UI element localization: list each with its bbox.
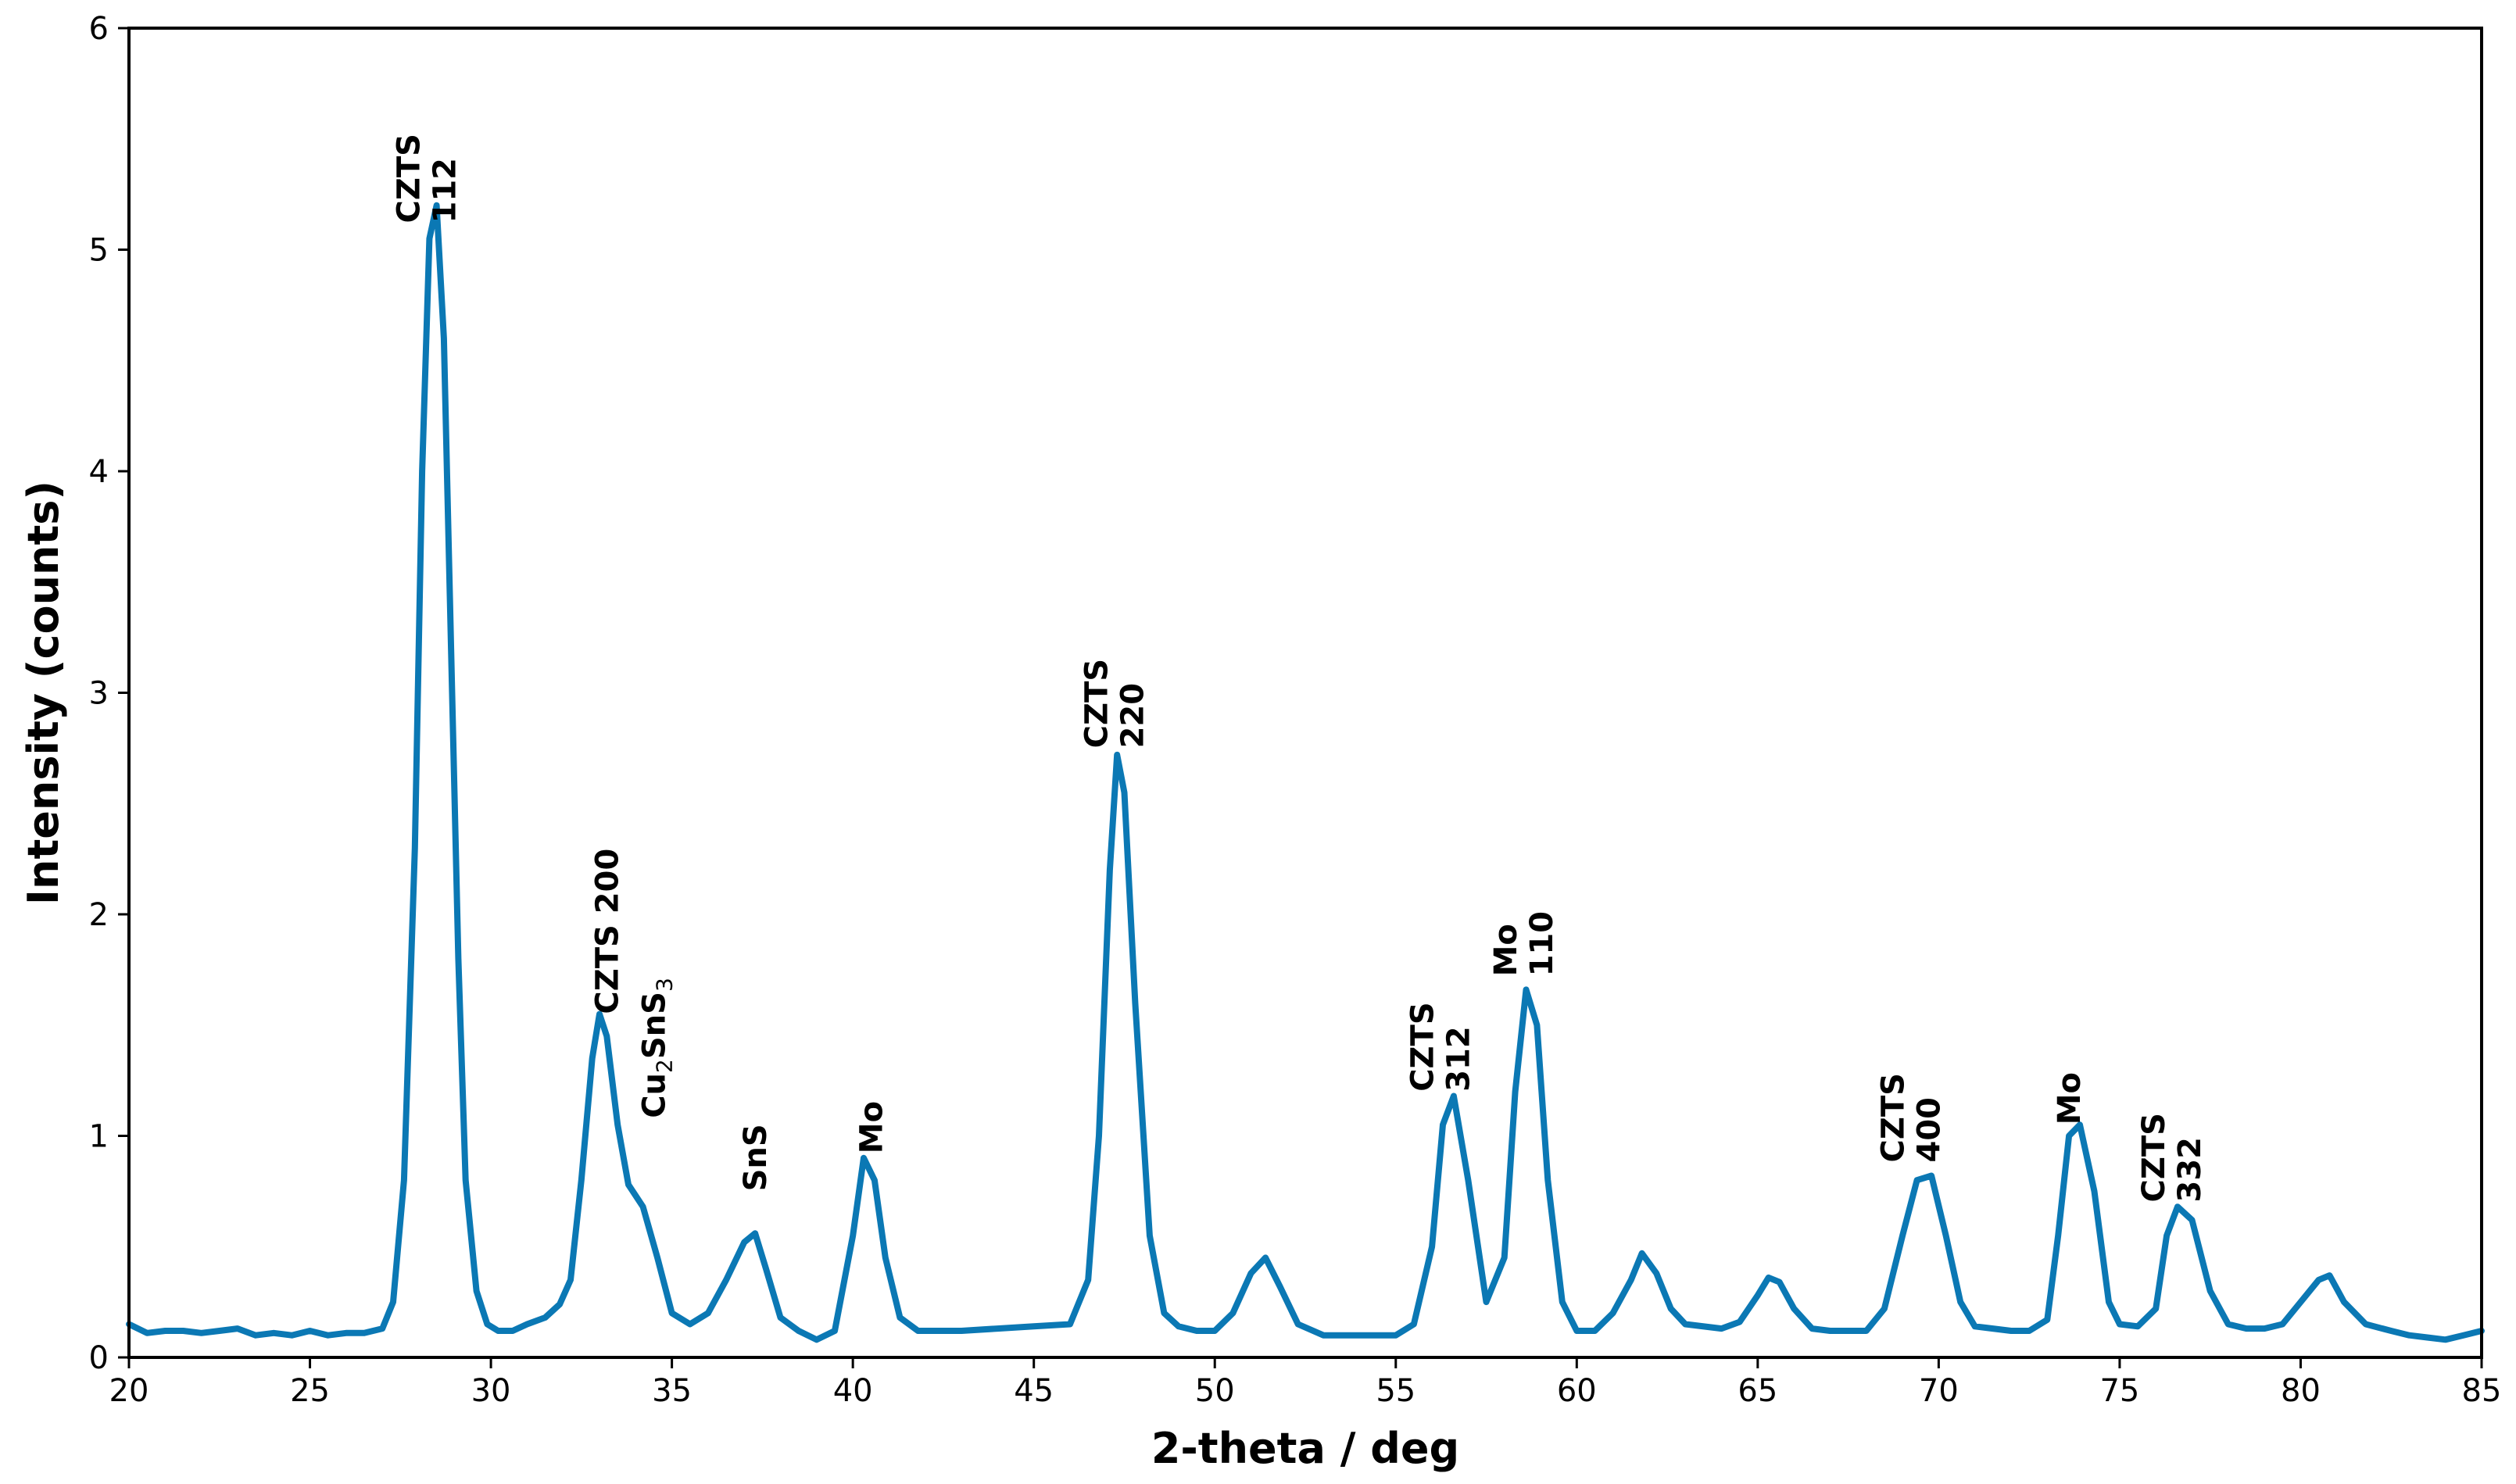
y-tick-label: 3 [89, 676, 109, 712]
y-axis-title: Intensity (counts) [19, 481, 68, 905]
peak-label-subscript: 2 [652, 1059, 678, 1073]
x-tick-label: 70 [1919, 1373, 1959, 1409]
peak-label: Mo110 [1488, 911, 1560, 977]
x-tick-label: 60 [1557, 1373, 1597, 1409]
peak-annotation: CZTS312 [1405, 1002, 1476, 1091]
peak-label: CZTS112 [392, 134, 463, 223]
peak-label: Mo [854, 1101, 889, 1153]
peak-annotation: Cu2SnS3 [637, 978, 678, 1118]
peak-annotation: CZTS 200 [589, 849, 625, 1014]
x-tick-label: 45 [1014, 1373, 1054, 1409]
peak-label-line: CZTS [1079, 659, 1115, 748]
peak-label: SnS [738, 1124, 774, 1191]
peak-label: CZTS332 [2136, 1113, 2208, 1202]
peak-annotation: Mo110 [1488, 911, 1560, 977]
x-tick-label: 30 [471, 1373, 511, 1409]
x-tick-label: 80 [2281, 1373, 2321, 1409]
peak-label-line: 110 [1524, 911, 1560, 977]
peak-annotation: CZTS400 [1875, 1073, 1947, 1162]
x-tick-label: 50 [1195, 1373, 1235, 1409]
peak-label-line: 112 [428, 158, 463, 223]
peak-label-subscript: 3 [652, 978, 678, 992]
peak-label-line: CZTS [2136, 1113, 2172, 1202]
peak-annotation: SnS [738, 1124, 774, 1191]
peak-label-line: 220 [1115, 683, 1151, 749]
y-tick-label: 0 [89, 1340, 109, 1376]
peak-label: CZTS 200 [589, 849, 625, 1014]
x-tick-label: 55 [1376, 1373, 1415, 1409]
peak-label-line: 400 [1911, 1097, 1947, 1163]
peak-label-part: Cu [637, 1073, 673, 1118]
peak-label: CZTS400 [1875, 1073, 1947, 1162]
peak-label: CZTS312 [1405, 1002, 1476, 1091]
plot-frame [127, 27, 2483, 1359]
y-tick-label: 4 [89, 454, 109, 490]
series-line [126, 202, 2485, 1343]
x-tick-label: 75 [2099, 1373, 2139, 1409]
x-tick-label: 35 [652, 1373, 692, 1409]
peak-label: Cu2SnS3 [637, 978, 678, 1118]
y-tick-label: 2 [89, 897, 109, 933]
peak-annotation: CZTS220 [1079, 659, 1151, 748]
y-tick-label: 6 [89, 11, 109, 47]
peak-annotation: Mo [854, 1101, 889, 1153]
y-tick-label: 5 [89, 233, 109, 269]
peak-label: CZTS220 [1079, 659, 1151, 748]
x-tick-label: 25 [290, 1373, 330, 1409]
peak-annotation: CZTS332 [2136, 1113, 2208, 1202]
peak-label-part: SnS [637, 992, 673, 1059]
x-tick-label: 85 [2462, 1373, 2502, 1409]
peak-label: Mo [2052, 1072, 2088, 1125]
x-axis-title: 2-theta / deg [1151, 1424, 1459, 1473]
peak-label-line: CZTS [392, 134, 428, 223]
x-tick-label: 65 [1738, 1373, 1777, 1409]
peak-label-line: CZTS [1405, 1002, 1441, 1091]
peak-annotation: Mo [2052, 1072, 2088, 1125]
y-tick-label: 1 [89, 1119, 109, 1155]
peak-label-line: 312 [1441, 1026, 1476, 1092]
x-tick-label: 40 [833, 1373, 873, 1409]
peak-label-line: 332 [2172, 1137, 2208, 1203]
peak-label-line: Mo [1488, 924, 1524, 976]
x-tick-label: 20 [109, 1373, 149, 1409]
peak-label-line: CZTS [1875, 1073, 1911, 1162]
peak-annotation: CZTS112 [392, 134, 463, 223]
